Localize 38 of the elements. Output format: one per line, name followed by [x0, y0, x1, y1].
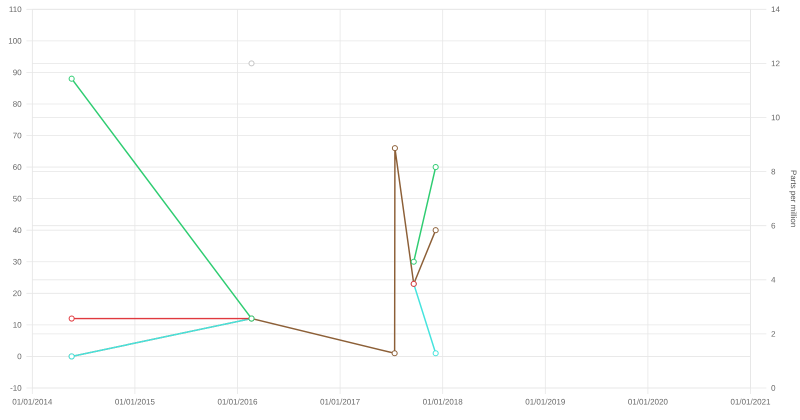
point [392, 145, 398, 152]
y2-tick-label: 0 [771, 385, 776, 391]
x-tick-label: 01/01/2019 [526, 398, 565, 405]
y-tick-label: 100 [8, 38, 22, 44]
y-tick-label: 110 [10, 6, 22, 12]
y-tick-label: 0 [18, 354, 22, 360]
y-tick-label: 30 [13, 258, 22, 265]
y-tick-label: 50 [13, 196, 22, 202]
y2-tick-label: 14 [772, 6, 780, 12]
y-tick-label: 90 [13, 70, 22, 76]
point [432, 164, 439, 170]
x-tick-label: 01/01/2021 [730, 398, 770, 405]
x-tick-label: 01/01/2016 [218, 398, 258, 405]
x-tick-label: 01/01/2017 [320, 398, 360, 405]
y-tick-label: 70 [13, 132, 22, 138]
x-tick-label: 01/01/2020 [628, 398, 668, 405]
y-tick-label: 60 [13, 164, 22, 170]
y2-axis-title: Parts per million [789, 170, 797, 227]
y-tick-label: -10 [10, 385, 22, 391]
y2-tick-label: 12 [772, 60, 780, 66]
point [392, 350, 398, 356]
point [432, 350, 439, 356]
point [68, 76, 75, 82]
y2-tick-label: 2 [771, 331, 776, 337]
y-tick-label: 10 [13, 322, 22, 328]
y2-tick-label: 8 [771, 168, 776, 174]
x-tick-label: 01/01/2014 [12, 398, 52, 405]
x-tick-label: 01/01/2018 [422, 398, 462, 405]
y2-tick-label: 6 [771, 222, 776, 229]
y-tick-label: 80 [13, 101, 22, 107]
point [432, 227, 439, 234]
point [68, 316, 75, 322]
y2-tick-label: 10 [772, 114, 780, 120]
point [410, 258, 417, 265]
y-tick-label: 40 [12, 227, 22, 234]
y-tick-label: 20 [13, 290, 22, 296]
y2-tick-label: 4 [771, 277, 776, 283]
x-tick-label: 01/01/2015 [115, 398, 155, 405]
